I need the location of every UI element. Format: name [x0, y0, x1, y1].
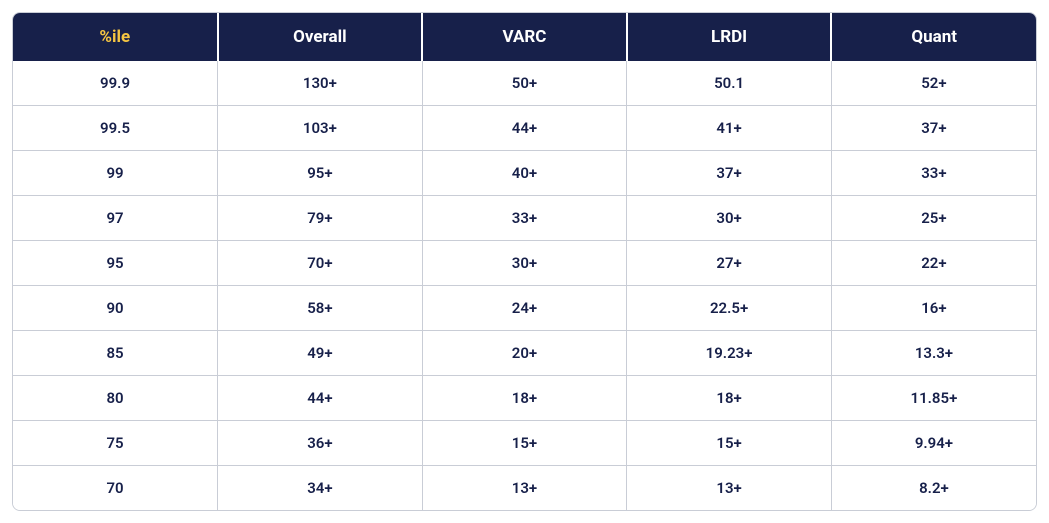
table-cell: 103+ — [218, 106, 423, 151]
table-cell: 30+ — [422, 241, 627, 286]
table-cell: 13+ — [627, 466, 832, 511]
table-cell: 20+ — [422, 331, 627, 376]
col-header-lrdi: LRDI — [627, 13, 832, 61]
table-cell: 37+ — [831, 106, 1036, 151]
table-body: 99.9130+50+50.152+99.5103+44+41+37+9995+… — [13, 61, 1036, 510]
table-cell: 13.3+ — [831, 331, 1036, 376]
table-header: %ile Overall VARC LRDI Quant — [13, 13, 1036, 61]
table-cell: 25+ — [831, 196, 1036, 241]
table-row: 7536+15+15+9.94+ — [13, 421, 1036, 466]
table-cell: 80 — [13, 376, 218, 421]
table-cell: 97 — [13, 196, 218, 241]
table-row: 8044+18+18+11.85+ — [13, 376, 1036, 421]
table-row: 9995+40+37+33+ — [13, 151, 1036, 196]
table-cell: 37+ — [627, 151, 832, 196]
table-cell: 85 — [13, 331, 218, 376]
table-row: 9058+24+22.5+16+ — [13, 286, 1036, 331]
col-header-varc: VARC — [422, 13, 627, 61]
table-cell: 58+ — [218, 286, 423, 331]
table-cell: 90 — [13, 286, 218, 331]
table-cell: 11.85+ — [831, 376, 1036, 421]
table-cell: 50+ — [422, 61, 627, 106]
table-cell: 33+ — [422, 196, 627, 241]
table-cell: 34+ — [218, 466, 423, 511]
table-cell: 13+ — [422, 466, 627, 511]
percentile-table: %ile Overall VARC LRDI Quant 99.9130+50+… — [13, 13, 1036, 510]
table-cell: 22.5+ — [627, 286, 832, 331]
table-cell: 52+ — [831, 61, 1036, 106]
table-cell: 70+ — [218, 241, 423, 286]
table-cell: 70 — [13, 466, 218, 511]
table-cell: 15+ — [627, 421, 832, 466]
table-row: 8549+20+19.23+13.3+ — [13, 331, 1036, 376]
table-cell: 95 — [13, 241, 218, 286]
table-cell: 24+ — [422, 286, 627, 331]
table-row: 9779+33+30+25+ — [13, 196, 1036, 241]
table-row: 7034+13+13+8.2+ — [13, 466, 1036, 511]
table-row: 9570+30+27+22+ — [13, 241, 1036, 286]
col-header-quant: Quant — [831, 13, 1036, 61]
table-cell: 27+ — [627, 241, 832, 286]
table-cell: 30+ — [627, 196, 832, 241]
table-cell: 22+ — [831, 241, 1036, 286]
table-cell: 130+ — [218, 61, 423, 106]
table-cell: 8.2+ — [831, 466, 1036, 511]
col-header-overall: Overall — [218, 13, 423, 61]
table-cell: 75 — [13, 421, 218, 466]
table-cell: 15+ — [422, 421, 627, 466]
table-cell: 50.1 — [627, 61, 832, 106]
table-cell: 99 — [13, 151, 218, 196]
table-cell: 79+ — [218, 196, 423, 241]
table-cell: 49+ — [218, 331, 423, 376]
table-cell: 19.23+ — [627, 331, 832, 376]
header-row: %ile Overall VARC LRDI Quant — [13, 13, 1036, 61]
table-cell: 33+ — [831, 151, 1036, 196]
table-cell: 36+ — [218, 421, 423, 466]
table-row: 99.9130+50+50.152+ — [13, 61, 1036, 106]
table-cell: 9.94+ — [831, 421, 1036, 466]
table-cell: 99.5 — [13, 106, 218, 151]
table-cell: 18+ — [422, 376, 627, 421]
table-cell: 40+ — [422, 151, 627, 196]
table-cell: 41+ — [627, 106, 832, 151]
table-cell: 16+ — [831, 286, 1036, 331]
percentile-table-container: %ile Overall VARC LRDI Quant 99.9130+50+… — [12, 12, 1037, 511]
table-cell: 99.9 — [13, 61, 218, 106]
table-cell: 18+ — [627, 376, 832, 421]
table-cell: 44+ — [422, 106, 627, 151]
table-cell: 95+ — [218, 151, 423, 196]
table-cell: 44+ — [218, 376, 423, 421]
col-header-percentile: %ile — [13, 13, 218, 61]
table-row: 99.5103+44+41+37+ — [13, 106, 1036, 151]
